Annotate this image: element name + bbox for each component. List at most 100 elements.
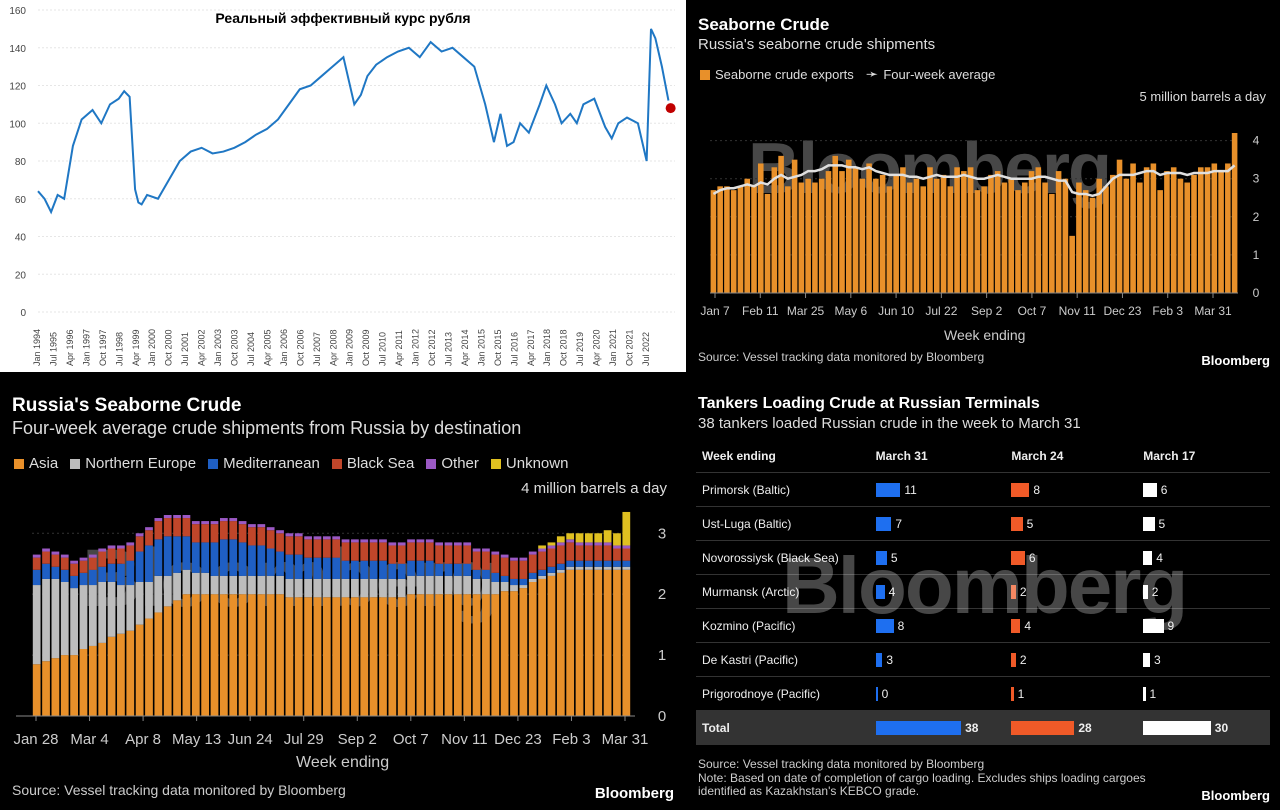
y-tick-label: 160: [9, 6, 26, 17]
export-bar: [710, 190, 717, 293]
stacked-bar-segment: [425, 542, 434, 561]
seaborne-crude-panel: Seaborne Crude Russia's seaborne crude s…: [686, 0, 1280, 372]
stacked-bar-segment: [145, 545, 153, 582]
x-tick-label: Jan 2000: [147, 329, 157, 366]
legend-label: Seaborne crude exports: [715, 67, 854, 82]
legend-item-average: ➛ Four-week average: [866, 67, 996, 83]
legend: Asia Northern Europe Mediterranean Black Se…: [14, 455, 568, 472]
value-number: 3: [1154, 652, 1161, 667]
value-number: 5: [1026, 516, 1034, 531]
value-cell: 30: [1137, 710, 1270, 745]
table-subtitle: 38 tankers loaded Russian crude in the w…: [698, 415, 1081, 432]
stacked-bar-segment: [117, 585, 125, 634]
stacked-bar-segment: [229, 539, 238, 576]
stacked-bar-segment: [397, 542, 406, 546]
chart-title: Реальный эффективный курс рубля: [215, 10, 470, 26]
stacked-bar-segment: [163, 606, 172, 716]
x-tick-label: Jul 2004: [246, 332, 256, 366]
stacked-bar-segment: [210, 594, 219, 716]
stacked-bar-segment: [397, 578, 406, 598]
stacked-bar-segment: [528, 572, 537, 579]
stacked-bar-segment: [369, 542, 378, 561]
stacked-bar-segment: [528, 582, 537, 716]
export-bar: [1069, 235, 1075, 293]
x-tick-label: Jan 2006: [279, 329, 289, 366]
export-bar: [724, 186, 730, 293]
export-bar: [1021, 182, 1028, 293]
y-tick-label: 0: [658, 708, 666, 725]
stacked-bar-segment: [210, 524, 219, 543]
legend-label: Mediterranean: [223, 455, 320, 472]
stacked-bar-segment: [117, 563, 125, 586]
export-bar: [1062, 178, 1069, 293]
tankers-table: Week ending March 31 March 24 March 17 Prim…: [696, 440, 1270, 745]
stacked-bar-segment: [491, 582, 500, 595]
stacked-bar-segment: [538, 575, 546, 579]
value-bar: [1011, 720, 1075, 735]
x-tick-label: May 13: [172, 731, 221, 748]
export-bar: [717, 186, 723, 293]
x-tick-label: Dec 23: [1103, 304, 1141, 318]
stacked-bar-segment: [360, 597, 369, 716]
legend-item: Northern Europe: [70, 455, 196, 472]
export-bar: [812, 182, 818, 293]
stacked-bar-segment: [491, 554, 500, 573]
stacked-bar-segment: [472, 548, 481, 552]
x-tick-label: Jul 2019: [575, 332, 585, 366]
export-bar: [879, 174, 886, 293]
export-bar: [1170, 167, 1177, 293]
table-row: Kozmino (Pacific) 8 4 9: [696, 608, 1270, 643]
export-bar: [805, 178, 811, 293]
value-bar: [1011, 652, 1016, 667]
x-tick-label: Oct 7: [1018, 304, 1047, 318]
value-number: 5: [890, 550, 898, 565]
stacked-bar-segment: [491, 572, 500, 582]
stacked-bar-segment: [491, 551, 500, 555]
stacked-bar-segment: [163, 575, 172, 607]
stacked-bar-segment: [463, 594, 472, 716]
export-bar: [927, 167, 933, 293]
stacked-bar-segment: [51, 578, 60, 659]
stacked-bar-segment: [463, 542, 472, 546]
stacked-bar-segment: [360, 539, 369, 543]
x-tick-label: Sep 2: [971, 304, 1003, 318]
value-number: 4: [1156, 550, 1163, 565]
stacked-bar-segment: [444, 563, 453, 576]
export-bar: [1055, 171, 1062, 293]
crude-by-destination-panel: Russia's Seaborne Crude Four-week averag…: [0, 372, 686, 810]
stacked-bar-segment: [51, 554, 60, 567]
stacked-bar-segment: [435, 545, 444, 564]
value-number: 30: [1214, 720, 1229, 735]
stacked-bar-segment: [594, 542, 603, 546]
stacked-bar-segment: [603, 569, 612, 716]
stacked-bar-segment: [388, 597, 397, 716]
stacked-bar-segment: [98, 551, 107, 567]
value-number: 6: [1028, 550, 1036, 565]
stacked-bar-segment: [60, 557, 69, 570]
stacked-bar-segment: [425, 594, 434, 716]
stacked-bar-segment: [154, 612, 163, 716]
value-number: 8: [897, 618, 905, 633]
x-tick-label: Oct 2006: [295, 329, 305, 366]
export-bar: [940, 174, 947, 293]
stacked-bar-segment: [603, 560, 612, 567]
export-bar: [832, 155, 839, 293]
stacked-bar-segment: [42, 548, 50, 552]
column-header: March 31: [869, 440, 1006, 473]
stacked-bar-segment: [407, 560, 415, 576]
stacked-bar-segment: [285, 597, 294, 716]
value-cell: 9: [1137, 608, 1270, 643]
stacked-bar-segment: [294, 533, 303, 537]
stacked-bar-segment: [556, 536, 565, 543]
legend-swatch: [70, 458, 81, 469]
export-bar: [1109, 174, 1116, 293]
stacked-bar-segment: [79, 585, 88, 649]
stacked-bar-segment: [163, 515, 172, 519]
y-tick-label: 2: [1253, 210, 1260, 224]
stacked-bar-segment: [126, 585, 135, 631]
stacked-bar-segment: [613, 548, 621, 561]
stacked-bar-segment: [341, 542, 350, 561]
x-tick-label: Apr 2020: [592, 329, 602, 366]
x-tick-label: Jul 1995: [48, 332, 58, 366]
value-number: 0: [881, 686, 889, 701]
